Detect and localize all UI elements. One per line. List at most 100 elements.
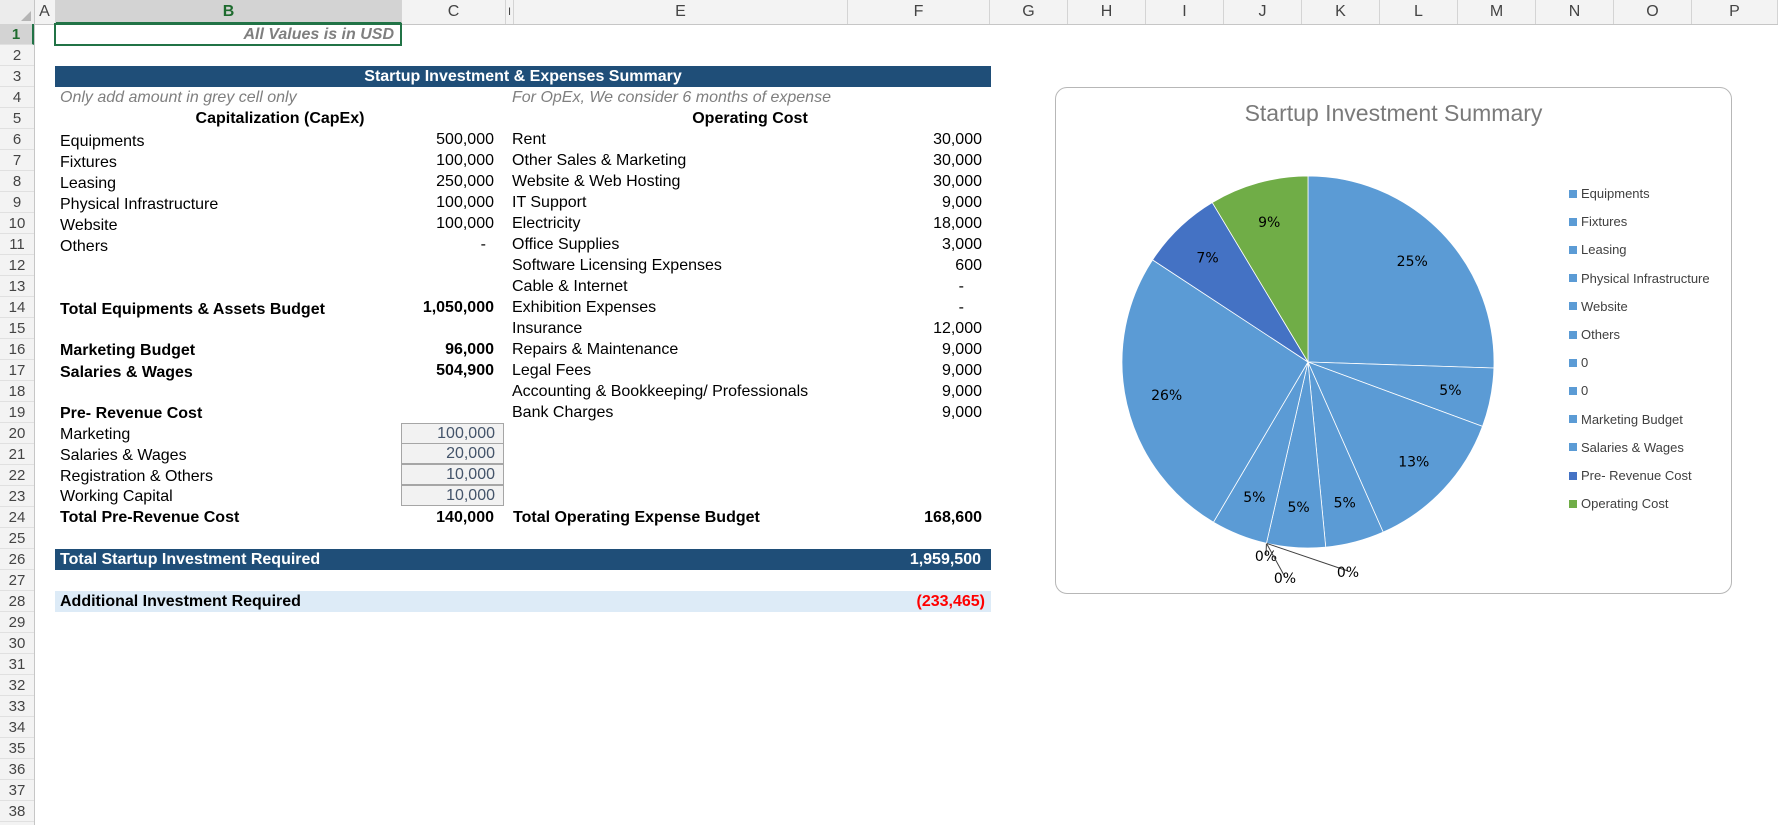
opex-item-value[interactable]: 9,000 — [941, 194, 982, 211]
row-header[interactable]: 28 — [0, 591, 34, 612]
row-header[interactable]: 4 — [0, 87, 34, 108]
column-header-b[interactable]: B — [56, 0, 402, 24]
capex-item-value[interactable]: - — [480, 236, 486, 253]
column-header-k[interactable]: K — [1302, 0, 1380, 24]
legend-entry[interactable]: Fixtures — [1569, 213, 1627, 231]
column-header-h[interactable]: H — [1068, 0, 1146, 24]
opex-total-value[interactable]: 168,600 — [924, 509, 982, 526]
row-header[interactable]: 25 — [0, 528, 34, 549]
column-header-n[interactable]: N — [1536, 0, 1614, 24]
row-header[interactable]: 37 — [0, 780, 34, 801]
column-header-o[interactable]: O — [1614, 0, 1692, 24]
legend-entry[interactable]: Salaries & Wages — [1569, 439, 1684, 457]
row-header[interactable]: 6 — [0, 129, 34, 150]
marketing-budget-value[interactable]: 96,000 — [445, 341, 494, 358]
row-header[interactable]: 8 — [0, 171, 34, 192]
legend-entry[interactable]: Website — [1569, 298, 1628, 316]
capex-item-value[interactable]: 100,000 — [436, 152, 494, 169]
row-header[interactable]: 14 — [0, 297, 34, 318]
pie-chart[interactable]: Startup Investment Summary 25% 5% 13% 5% 5% 0… — [1055, 87, 1732, 594]
row-header[interactable]: 17 — [0, 360, 34, 381]
opex-item-value[interactable]: 9,000 — [941, 341, 982, 358]
opex-item-value[interactable]: 9,000 — [941, 383, 982, 400]
prerevenue-total-value[interactable]: 140,000 — [436, 509, 494, 526]
row-header[interactable]: 36 — [0, 759, 34, 780]
column-header-c[interactable]: C — [402, 0, 506, 24]
prerevenue-input[interactable]: 10,000 — [401, 464, 504, 485]
opex-item-value[interactable]: 3,000 — [941, 236, 982, 253]
row-header[interactable]: 38 — [0, 801, 34, 822]
pie-slice[interactable] — [1121, 259, 1309, 523]
capex-item-value[interactable]: 100,000 — [436, 194, 494, 211]
column-header-l[interactable]: L — [1380, 0, 1458, 24]
active-cell-indicator[interactable] — [54, 23, 402, 46]
row-header[interactable]: 20 — [0, 423, 34, 444]
row-header[interactable]: 3 — [0, 66, 34, 87]
row-header[interactable]: 13 — [0, 276, 34, 297]
row-header[interactable]: 34 — [0, 717, 34, 738]
pie-slice[interactable] — [1307, 361, 1484, 533]
row-header[interactable]: 27 — [0, 570, 34, 591]
row-header[interactable]: 11 — [0, 234, 34, 255]
row-header[interactable]: 21 — [0, 444, 34, 465]
opex-item-value[interactable]: 18,000 — [933, 215, 982, 232]
row-header[interactable]: 31 — [0, 654, 34, 675]
prerevenue-input[interactable]: 10,000 — [401, 485, 504, 506]
row-header[interactable]: 29 — [0, 612, 34, 633]
legend-entry[interactable]: Marketing Budget — [1569, 411, 1683, 429]
opex-item-value[interactable]: 12,000 — [933, 320, 982, 337]
total-startup-value[interactable]: 1,959,500 — [909, 551, 981, 568]
row-header[interactable]: 18 — [0, 381, 34, 402]
opex-item-value[interactable]: 9,000 — [941, 404, 982, 421]
opex-item-value[interactable]: 600 — [955, 257, 982, 274]
row-header[interactable]: 2 — [0, 45, 34, 66]
opex-item-value[interactable]: 9,000 — [941, 362, 982, 379]
column-header-f[interactable]: F — [848, 0, 990, 24]
row-header[interactable]: 1 — [0, 24, 34, 45]
row-header[interactable]: 23 — [0, 486, 34, 507]
row-header[interactable]: 15 — [0, 318, 34, 339]
column-header-g[interactable]: G — [990, 0, 1068, 24]
column-header-j[interactable]: J — [1224, 0, 1302, 24]
salaries-wages-value[interactable]: 504,900 — [436, 362, 494, 379]
row-header[interactable]: 35 — [0, 738, 34, 759]
opex-item-value[interactable]: 30,000 — [933, 173, 982, 190]
capex-total-value[interactable]: 1,050,000 — [422, 299, 494, 316]
legend-entry[interactable]: 0 — [1569, 354, 1588, 372]
column-header-p[interactable]: P — [1692, 0, 1778, 24]
legend-entry[interactable]: Others — [1569, 326, 1620, 344]
capex-item-value[interactable]: 500,000 — [436, 131, 494, 148]
row-header[interactable]: 22 — [0, 465, 34, 486]
legend-entry[interactable]: Leasing — [1569, 241, 1627, 259]
row-header[interactable]: 10 — [0, 213, 34, 234]
legend-entry[interactable]: 0 — [1569, 382, 1588, 400]
row-header[interactable]: 5 — [0, 108, 34, 129]
legend-entry[interactable]: Pre- Revenue Cost — [1569, 467, 1692, 485]
currency-note[interactable]: All Values is in USD — [243, 26, 394, 43]
row-header[interactable]: 19 — [0, 402, 34, 423]
column-header-d[interactable]: I — [506, 0, 514, 24]
opex-item-value[interactable]: - — [958, 278, 964, 295]
prerevenue-input[interactable]: 100,000 — [401, 423, 504, 444]
row-header[interactable]: 32 — [0, 675, 34, 696]
column-header-e[interactable]: E — [514, 0, 848, 24]
opex-item-value[interactable]: 30,000 — [933, 131, 982, 148]
row-header[interactable]: 30 — [0, 633, 34, 654]
row-header[interactable]: 16 — [0, 339, 34, 360]
opex-item-value[interactable]: 30,000 — [933, 152, 982, 169]
legend-entry[interactable]: Equipments — [1569, 185, 1650, 203]
column-header-i[interactable]: I — [1146, 0, 1224, 24]
additional-investment-value[interactable]: (233,465) — [916, 593, 986, 610]
row-header[interactable]: 33 — [0, 696, 34, 717]
capex-item-value[interactable]: 250,000 — [436, 173, 494, 190]
row-header[interactable]: 26 — [0, 549, 34, 570]
prerevenue-input[interactable]: 20,000 — [401, 443, 504, 464]
legend-entry[interactable]: Physical Infrastructure — [1569, 270, 1710, 288]
row-header[interactable]: 24 — [0, 507, 34, 528]
column-header-m[interactable]: M — [1458, 0, 1536, 24]
row-header[interactable]: 9 — [0, 192, 34, 213]
pie-slice[interactable] — [1211, 175, 1309, 364]
pie-slice[interactable] — [1307, 175, 1495, 369]
select-all-corner[interactable] — [0, 0, 35, 24]
opex-item-value[interactable]: - — [958, 299, 964, 316]
